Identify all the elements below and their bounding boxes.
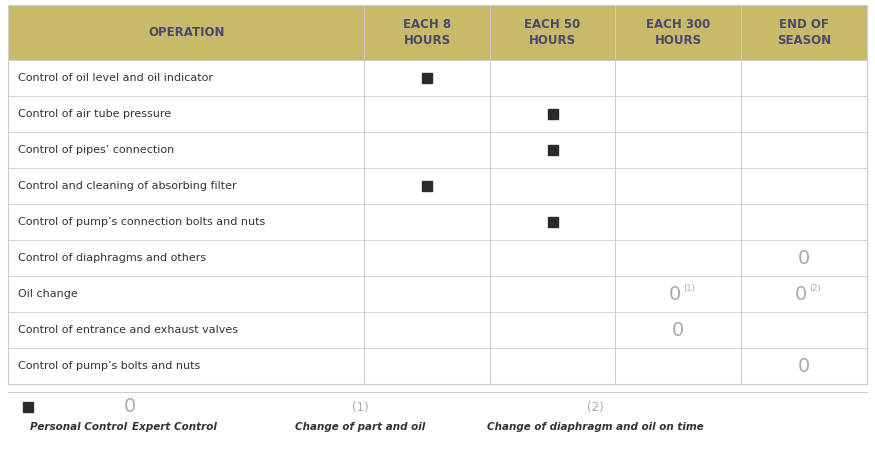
Text: EACH 8
HOURS: EACH 8 HOURS xyxy=(403,18,452,47)
Text: Oil change: Oil change xyxy=(18,289,78,299)
Text: 0: 0 xyxy=(798,249,810,267)
Text: EACH 300
HOURS: EACH 300 HOURS xyxy=(646,18,710,47)
Text: Change of part and oil: Change of part and oil xyxy=(295,422,425,432)
Bar xyxy=(8,204,867,240)
Text: Expert Control: Expert Control xyxy=(132,422,217,432)
Text: Control of pump’s bolts and nuts: Control of pump’s bolts and nuts xyxy=(18,361,200,371)
Text: Control of entrance and exhaust valves: Control of entrance and exhaust valves xyxy=(18,325,238,335)
Text: Control of diaphragms and others: Control of diaphragms and others xyxy=(18,253,206,263)
Bar xyxy=(8,132,867,168)
Text: END OF
SEASON: END OF SEASON xyxy=(777,18,831,47)
Bar xyxy=(8,348,867,384)
Text: Control of pump’s connection bolts and nuts: Control of pump’s connection bolts and n… xyxy=(18,217,265,227)
Text: (1): (1) xyxy=(352,400,368,414)
Bar xyxy=(8,60,867,96)
Text: EACH 50
HOURS: EACH 50 HOURS xyxy=(524,18,581,47)
Bar xyxy=(8,96,867,132)
Text: (1): (1) xyxy=(683,284,695,293)
Bar xyxy=(8,5,365,60)
Text: 0: 0 xyxy=(124,398,136,416)
Text: 0: 0 xyxy=(798,356,810,376)
Bar xyxy=(8,312,867,348)
Text: OPERATION: OPERATION xyxy=(148,26,225,39)
Bar xyxy=(490,5,615,60)
Text: Control of pipes’ connection: Control of pipes’ connection xyxy=(18,145,174,155)
Text: Personal Control: Personal Control xyxy=(30,422,127,432)
Text: (2): (2) xyxy=(586,400,604,414)
Text: Control of oil level and oil indicator: Control of oil level and oil indicator xyxy=(18,73,213,83)
Text: Control of air tube pressure: Control of air tube pressure xyxy=(18,109,172,119)
Bar xyxy=(8,276,867,312)
Text: (2): (2) xyxy=(808,284,821,293)
Text: Change of diaphragm and oil on time: Change of diaphragm and oil on time xyxy=(487,422,704,432)
Bar xyxy=(8,240,867,276)
Text: 0: 0 xyxy=(794,284,807,304)
Bar xyxy=(615,5,741,60)
Text: Control and cleaning of absorbing filter: Control and cleaning of absorbing filter xyxy=(18,181,236,191)
Bar xyxy=(741,5,867,60)
Text: 0: 0 xyxy=(668,284,681,304)
Bar xyxy=(8,168,867,204)
Text: 0: 0 xyxy=(672,321,684,339)
Bar xyxy=(365,5,490,60)
